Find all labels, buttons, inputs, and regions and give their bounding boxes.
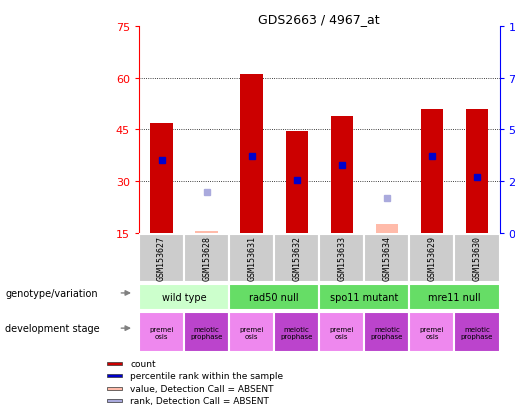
Text: GSM153632: GSM153632 (293, 236, 301, 280)
Bar (107, 387, 123, 390)
Text: premei
osis: premei osis (239, 326, 264, 339)
Bar (466, 109, 488, 233)
Bar (195, 232, 218, 233)
Text: meiotic
prophase: meiotic prophase (281, 326, 313, 339)
FancyBboxPatch shape (139, 284, 229, 311)
FancyBboxPatch shape (409, 234, 454, 282)
FancyBboxPatch shape (319, 284, 409, 311)
Bar (241, 75, 263, 233)
Bar (107, 399, 123, 402)
FancyBboxPatch shape (454, 234, 500, 282)
FancyBboxPatch shape (409, 313, 454, 352)
Text: genotype/variation: genotype/variation (5, 288, 98, 298)
Text: rad50 null: rad50 null (249, 292, 299, 302)
Bar (331, 116, 353, 233)
FancyBboxPatch shape (139, 313, 184, 352)
FancyBboxPatch shape (184, 234, 229, 282)
Text: meiotic
prophase: meiotic prophase (191, 326, 223, 339)
Text: development stage: development stage (5, 323, 100, 333)
FancyBboxPatch shape (229, 284, 319, 311)
Text: rank, Detection Call = ABSENT: rank, Detection Call = ABSENT (130, 396, 269, 405)
FancyBboxPatch shape (139, 234, 184, 282)
Text: GSM153627: GSM153627 (157, 236, 166, 280)
FancyBboxPatch shape (319, 313, 365, 352)
Text: spo11 mutant: spo11 mutant (330, 292, 399, 302)
Text: premei
osis: premei osis (330, 326, 354, 339)
FancyBboxPatch shape (454, 313, 500, 352)
Bar (107, 374, 123, 377)
FancyBboxPatch shape (365, 313, 409, 352)
Text: GSM153634: GSM153634 (383, 236, 391, 280)
Text: value, Detection Call = ABSENT: value, Detection Call = ABSENT (130, 384, 273, 393)
Text: GSM153631: GSM153631 (247, 236, 256, 280)
Text: premei
osis: premei osis (420, 326, 444, 339)
Bar (375, 225, 398, 233)
Bar (421, 109, 443, 233)
FancyBboxPatch shape (229, 313, 274, 352)
FancyBboxPatch shape (319, 234, 365, 282)
FancyBboxPatch shape (184, 313, 229, 352)
Bar (107, 362, 123, 365)
Text: wild type: wild type (162, 292, 207, 302)
Text: GSM153628: GSM153628 (202, 236, 211, 280)
FancyBboxPatch shape (274, 234, 319, 282)
Bar (150, 123, 173, 233)
Title: GDS2663 / 4967_at: GDS2663 / 4967_at (259, 13, 380, 26)
Text: GSM153630: GSM153630 (473, 236, 482, 280)
FancyBboxPatch shape (365, 234, 409, 282)
Text: percentile rank within the sample: percentile rank within the sample (130, 371, 283, 380)
Text: premei
osis: premei osis (149, 326, 174, 339)
FancyBboxPatch shape (409, 284, 500, 311)
Bar (285, 132, 308, 233)
FancyBboxPatch shape (274, 313, 319, 352)
Text: GSM153633: GSM153633 (337, 236, 346, 280)
Text: mre11 null: mre11 null (428, 292, 481, 302)
FancyBboxPatch shape (229, 234, 274, 282)
Text: meiotic
prophase: meiotic prophase (371, 326, 403, 339)
Text: count: count (130, 359, 156, 368)
Text: meiotic
prophase: meiotic prophase (461, 326, 493, 339)
Text: GSM153629: GSM153629 (427, 236, 436, 280)
